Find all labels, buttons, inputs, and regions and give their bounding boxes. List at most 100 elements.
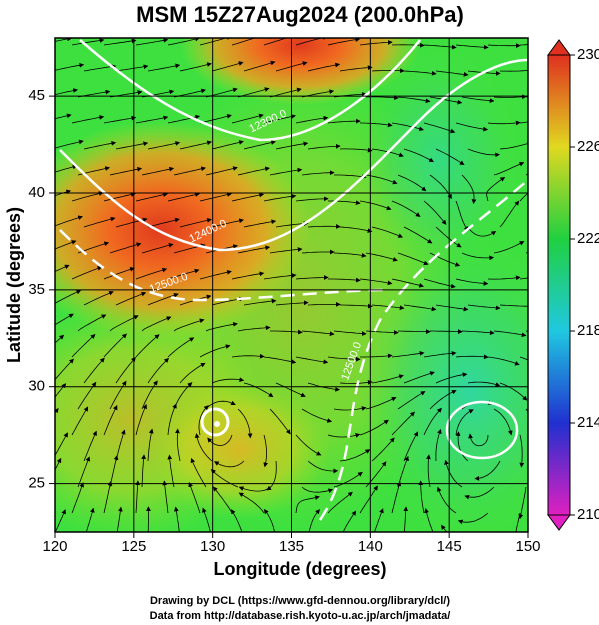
streamline — [391, 411, 415, 436]
streamline — [391, 481, 402, 514]
streamline — [243, 298, 277, 306]
streamline — [307, 224, 341, 229]
field-region — [360, 240, 528, 532]
streamline — [435, 304, 469, 312]
streamline — [519, 434, 525, 468]
streamline — [147, 63, 181, 72]
streamline — [103, 115, 137, 124]
streamline — [493, 241, 525, 254]
streamline — [493, 330, 527, 338]
streamline — [403, 226, 433, 244]
colorbar — [547, 54, 571, 516]
streamline — [403, 371, 435, 384]
streamline — [467, 381, 501, 387]
streamline — [135, 115, 169, 124]
streamline — [429, 96, 463, 105]
streamline — [55, 509, 66, 532]
contour-line — [79, 39, 421, 142]
streamline — [426, 454, 431, 488]
streamline — [493, 94, 527, 100]
streamline — [455, 200, 469, 232]
streamline — [301, 249, 335, 255]
streamline — [518, 486, 527, 520]
streamline — [359, 278, 393, 286]
streamline — [327, 38, 361, 46]
contour-line — [59, 58, 528, 252]
colorbar-tick-label: 218 — [577, 322, 599, 339]
streamline — [493, 408, 513, 436]
colorbar-tick-label: 230 — [577, 46, 599, 63]
streamline — [455, 431, 469, 462]
streamline — [403, 304, 437, 312]
streamline — [499, 382, 528, 401]
streamline — [468, 433, 489, 447]
streamline — [55, 139, 84, 149]
streamline — [199, 344, 231, 358]
streamline — [365, 95, 399, 101]
streamline — [455, 278, 489, 286]
streamline — [147, 357, 169, 384]
streamline — [492, 539, 500, 570]
streamline — [435, 70, 469, 77]
streamline — [103, 480, 113, 514]
streamline — [141, 454, 147, 488]
streamline — [423, 200, 447, 225]
streamline — [391, 42, 425, 48]
credit: Drawing by DCL (https://www.gfd-dennou.o… — [150, 595, 450, 607]
streamline — [328, 200, 361, 206]
streamline — [301, 486, 334, 494]
streamline — [430, 329, 463, 334]
streamline — [493, 161, 525, 176]
streamline — [115, 141, 149, 150]
streamline — [429, 390, 457, 410]
streamline — [295, 275, 329, 280]
streamline — [231, 192, 265, 202]
streamline — [55, 164, 78, 173]
streamline — [519, 277, 528, 280]
streamline — [423, 278, 456, 289]
streamline — [474, 460, 501, 481]
streamline — [55, 62, 85, 71]
streamline — [211, 218, 244, 228]
streamline — [269, 167, 303, 176]
y-tick-label: 30 — [28, 378, 45, 395]
streamline — [83, 290, 114, 306]
streamline — [231, 353, 265, 359]
streamline — [295, 356, 329, 365]
streamline — [135, 480, 141, 514]
y-tick-label: 35 — [28, 281, 45, 298]
streamline — [167, 192, 200, 202]
streamline — [237, 166, 270, 176]
streamline — [295, 38, 328, 46]
streamline — [263, 356, 297, 365]
grid — [55, 38, 528, 532]
streamline — [340, 303, 373, 309]
streamline — [391, 351, 425, 358]
streamline — [365, 396, 397, 410]
typhoon-center — [214, 421, 220, 427]
streamline — [173, 166, 206, 176]
streamline — [333, 471, 363, 488]
streamline — [423, 407, 442, 436]
streamline — [103, 38, 137, 46]
streamline — [371, 437, 395, 462]
streamline — [365, 330, 399, 335]
streamline — [423, 350, 457, 358]
streamline — [487, 275, 521, 281]
streamline — [116, 506, 123, 532]
streamline — [397, 329, 431, 335]
streamline — [461, 330, 495, 336]
streamline — [441, 524, 448, 532]
streamline — [71, 38, 105, 46]
streamline — [435, 372, 468, 384]
colorbar-tick-label: 226 — [577, 138, 599, 155]
streamline — [243, 219, 277, 228]
streamline — [135, 38, 169, 46]
streamline — [205, 166, 238, 176]
title: MSM 15Z27Aug2024 (200.0hPa) — [136, 2, 464, 27]
x-tick-label: 130 — [200, 538, 225, 555]
x-tick-label: 135 — [279, 538, 304, 555]
streamline — [455, 122, 489, 132]
